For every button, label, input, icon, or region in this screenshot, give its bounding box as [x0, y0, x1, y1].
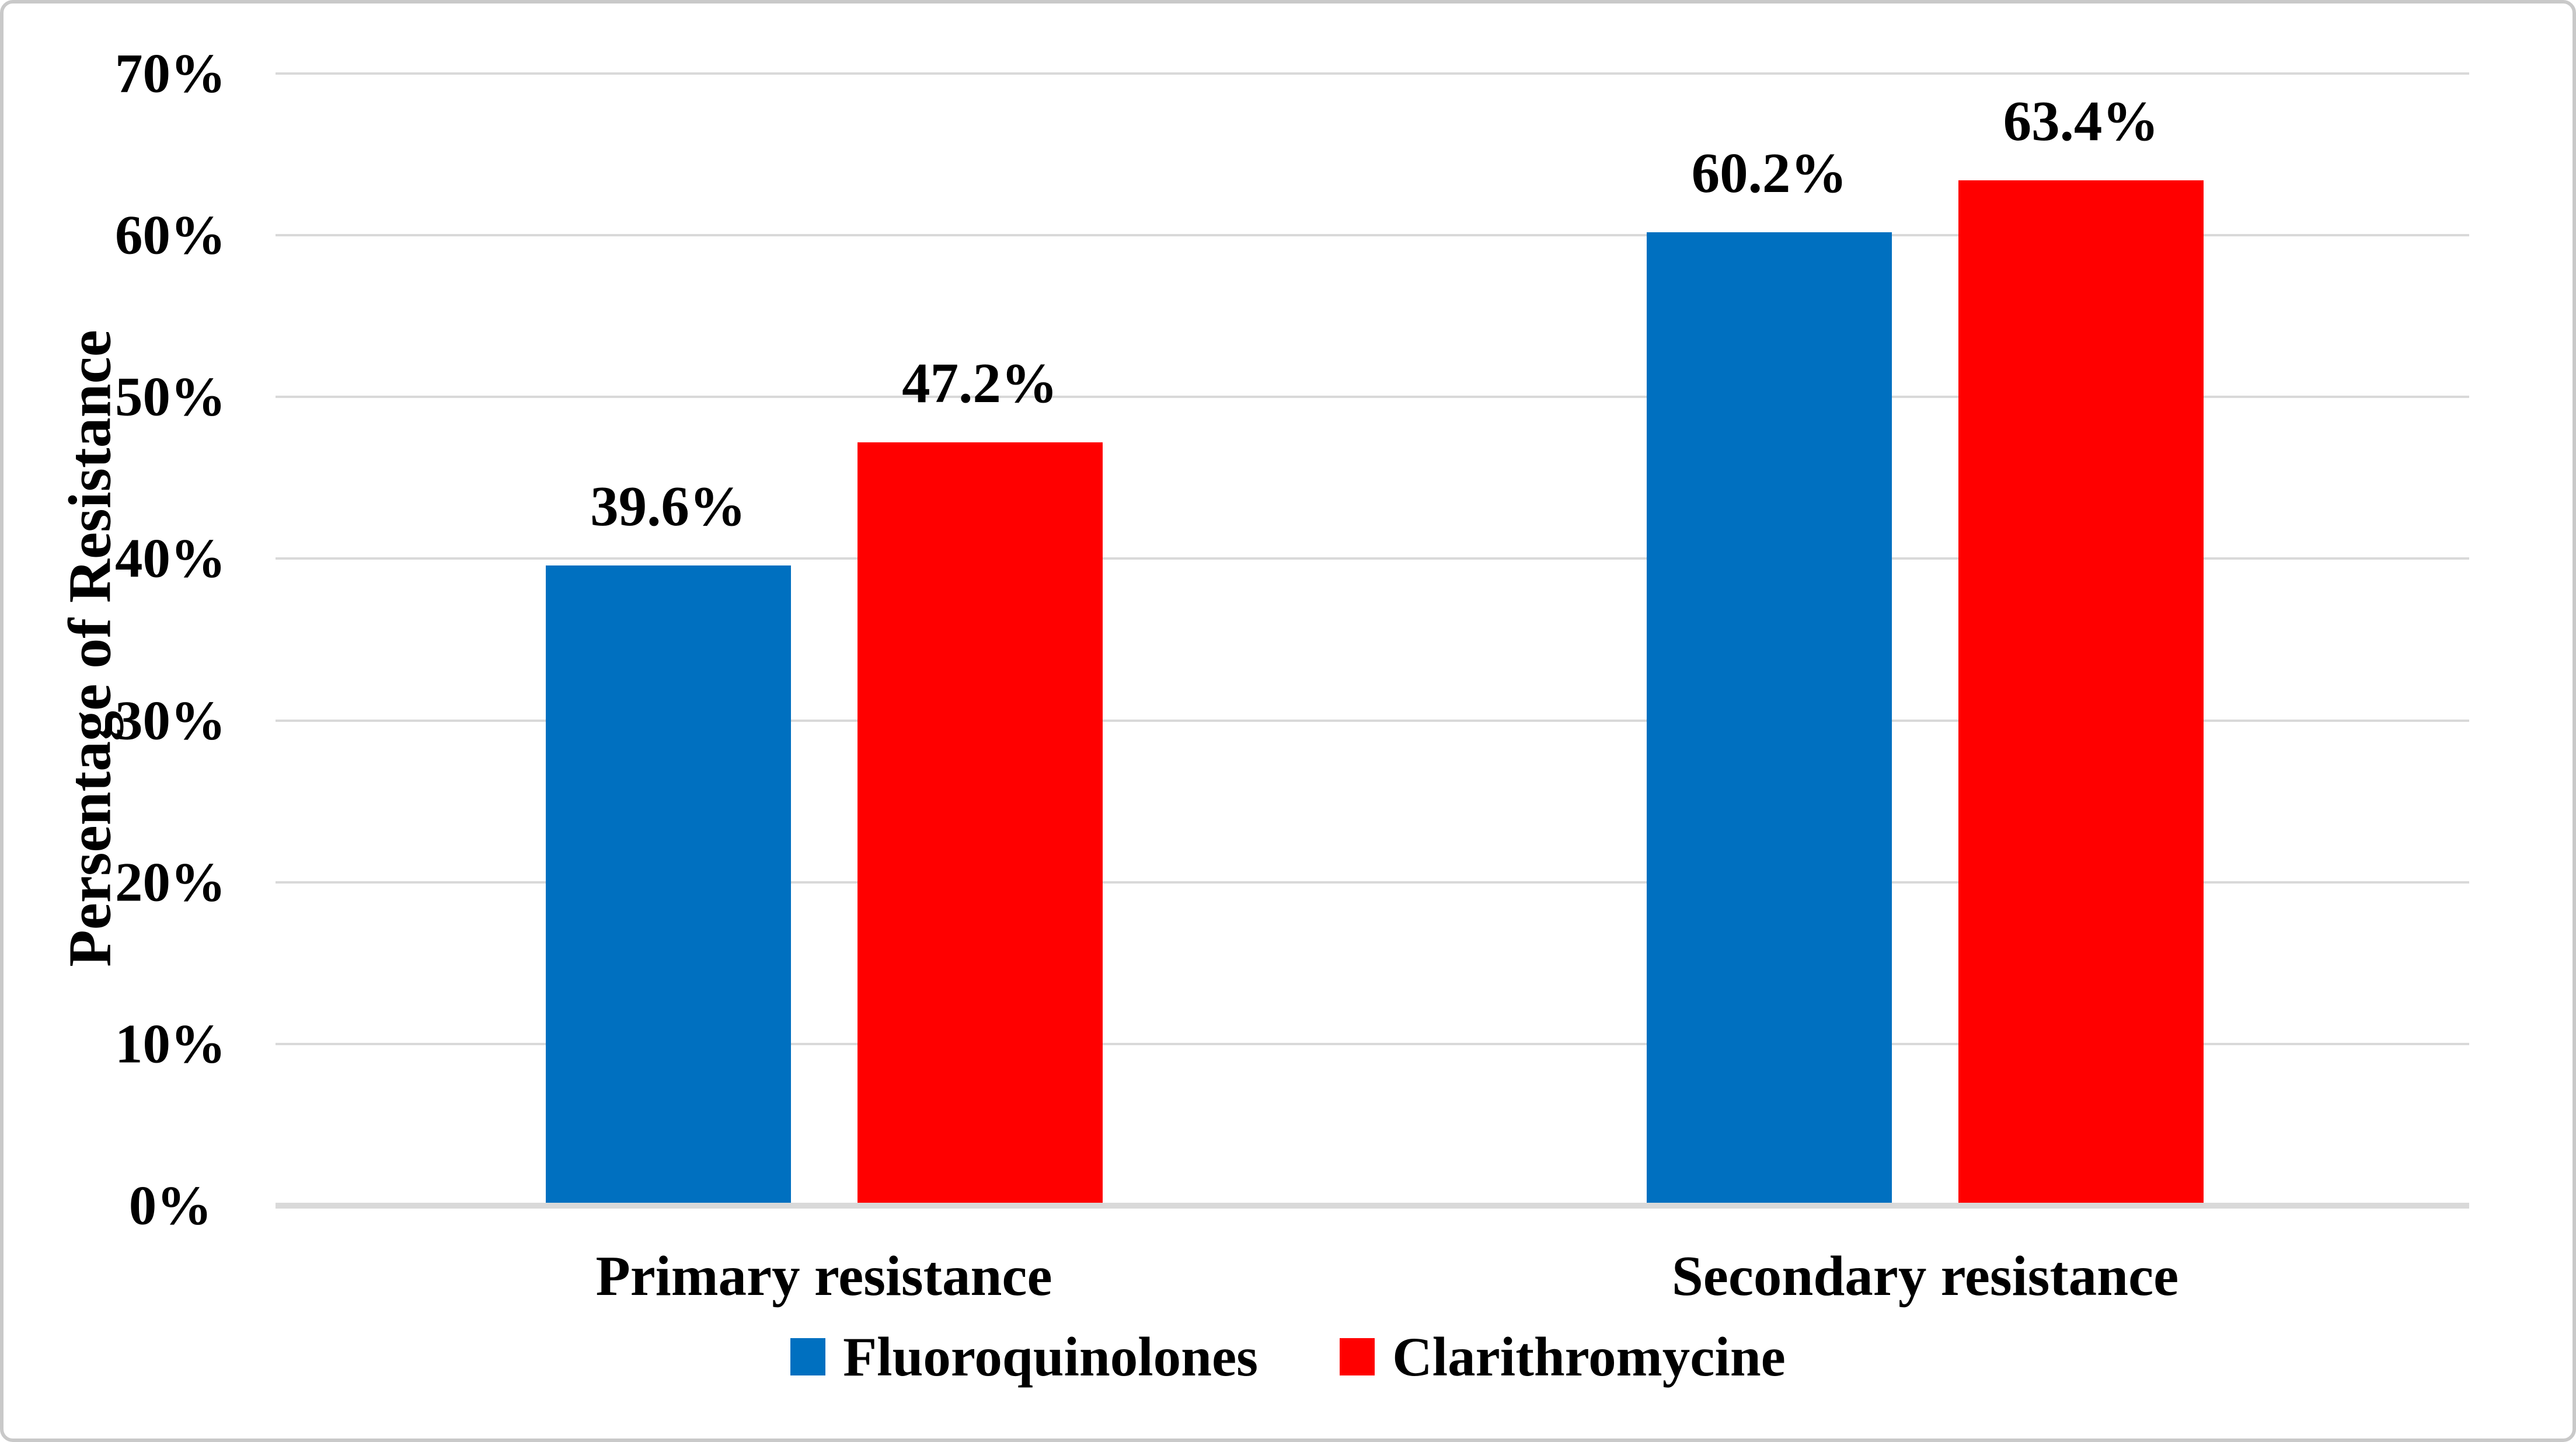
- legend-label: Clarithromycine: [1392, 1326, 1786, 1388]
- x-category-label: Primary resistance: [595, 1245, 1052, 1307]
- gridline: [276, 557, 2469, 560]
- x-axis-line: [276, 1203, 2469, 1209]
- y-tick-label: 30%: [115, 689, 226, 752]
- value-label: 47.2%: [902, 352, 1058, 415]
- legend-item: Clarithromycine: [1340, 1324, 1786, 1390]
- bar-fluoroquinolones: [1647, 232, 1892, 1206]
- y-tick-label: 40%: [115, 527, 226, 589]
- gridline: [276, 1042, 2469, 1045]
- legend: Fluoroquinolones Clarithromycine: [4, 1324, 2572, 1390]
- bar-clarithromycine: [857, 442, 1103, 1206]
- legend-swatch-clarithromycine: [1340, 1338, 1375, 1375]
- gridline: [276, 234, 2469, 237]
- y-tick-label: 60%: [115, 204, 226, 266]
- legend-swatch-fluoroquinolones: [790, 1338, 826, 1375]
- x-axis-category-labels: Primary resistance Secondary resistance: [276, 1241, 2469, 1322]
- y-axis-tick-labels: 70% 60% 50% 40% 30% 20% 10% 0%: [54, 46, 287, 1233]
- y-tick-label: 0%: [128, 1174, 212, 1237]
- legend-item: Fluoroquinolones: [790, 1324, 1258, 1390]
- bar-clarithromycine: [1958, 180, 2204, 1206]
- bar-fluoroquinolones: [545, 565, 791, 1206]
- legend-label: Fluoroquinolones: [843, 1326, 1259, 1388]
- gridline: [276, 396, 2469, 399]
- y-tick-label: 70%: [115, 42, 226, 104]
- x-category-label: Secondary resistance: [1671, 1245, 2179, 1307]
- value-label: 39.6%: [590, 474, 746, 537]
- y-tick-label: 50%: [115, 365, 226, 428]
- plot-area: 39.6% 47.2% 60.2% 63.4%: [276, 72, 2469, 1209]
- gridline: [276, 72, 2469, 75]
- value-label: 60.2%: [1691, 142, 1848, 205]
- gridline: [276, 881, 2469, 884]
- value-label: 63.4%: [2003, 90, 2159, 153]
- gridline: [276, 719, 2469, 722]
- y-tick-label: 10%: [115, 1012, 226, 1075]
- y-tick-label: 20%: [115, 851, 226, 913]
